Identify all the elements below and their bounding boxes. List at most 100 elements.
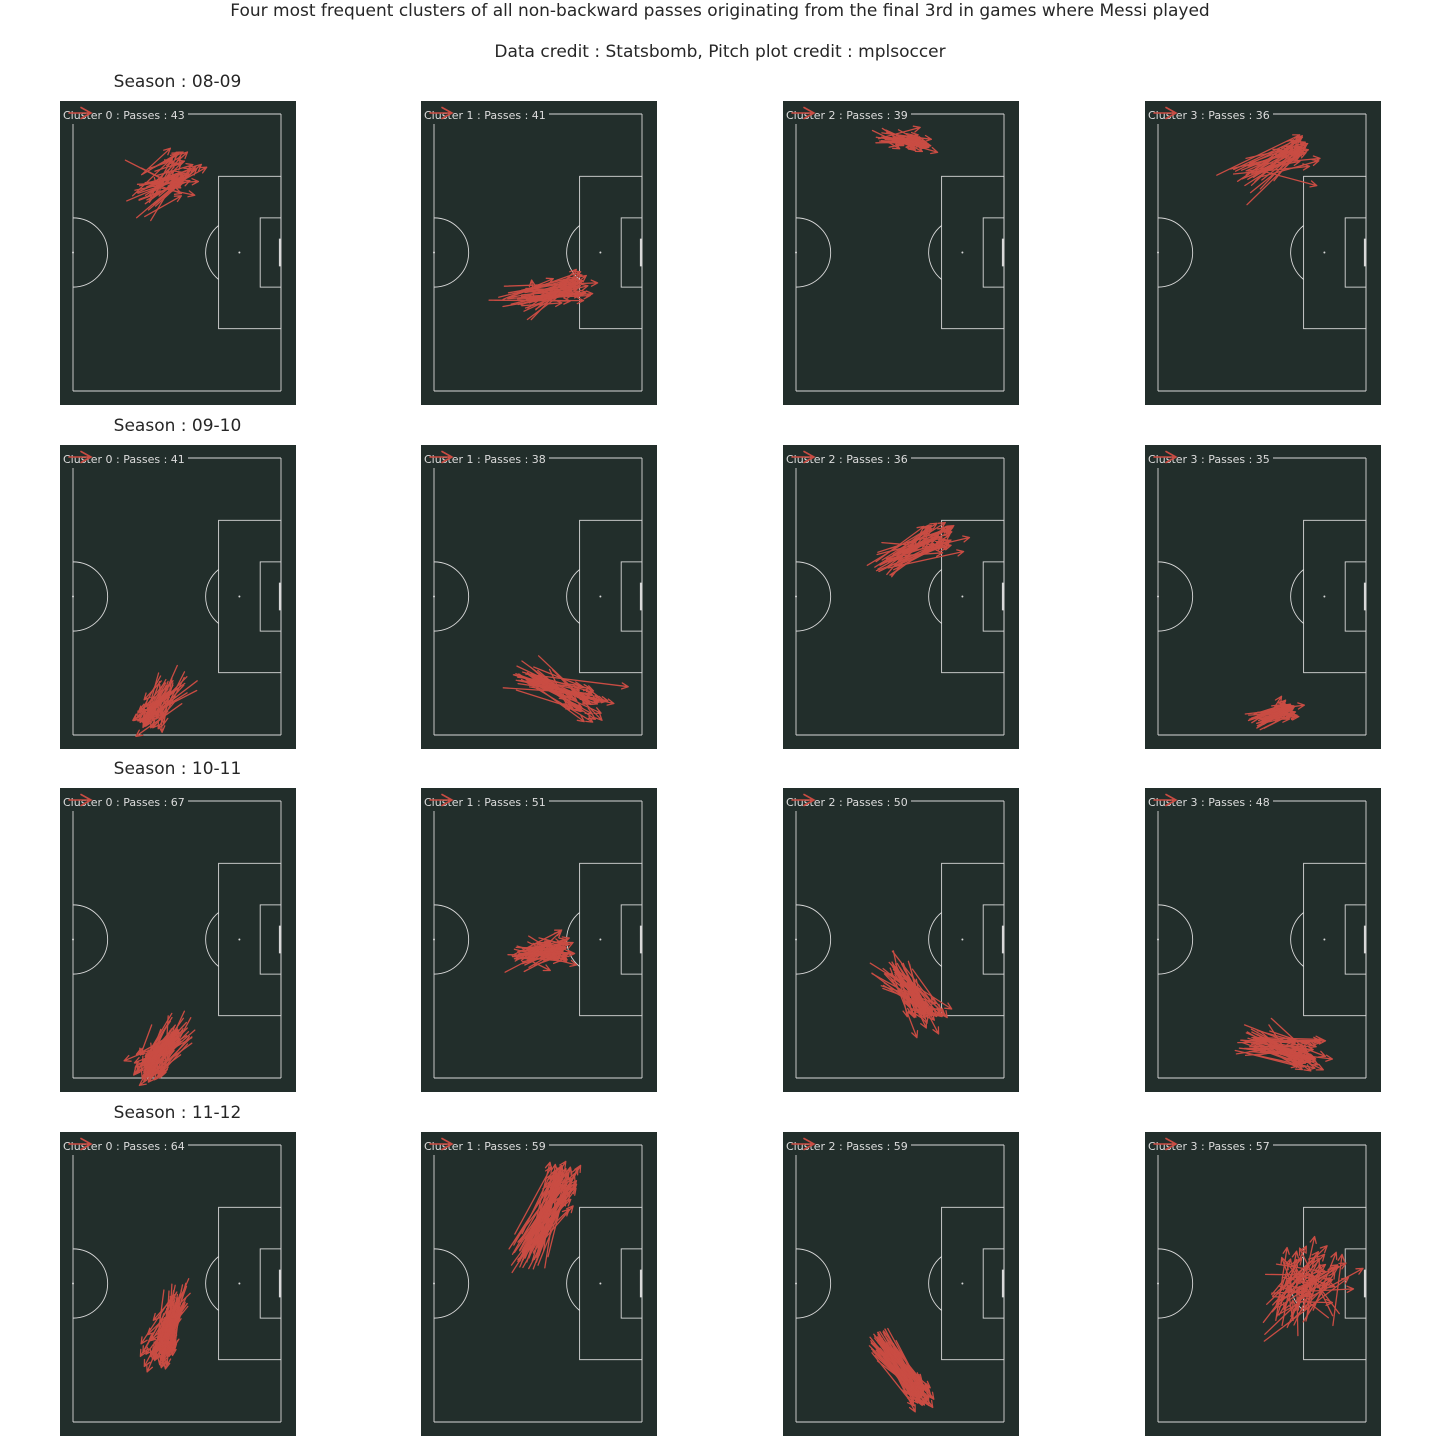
pass-arrow [889, 967, 919, 1039]
penalty-arc [566, 1256, 580, 1311]
pitch-background [421, 101, 657, 405]
cluster-legend: Cluster 3 : Passes : 35 [1148, 450, 1273, 468]
pass-arrow [511, 1173, 560, 1255]
pitch-plot [1145, 101, 1381, 405]
pass-arrow [142, 1292, 178, 1354]
penalty-spot [961, 938, 964, 941]
pitch-plot [60, 788, 296, 1092]
pass-arrows [504, 929, 578, 973]
pass-arrow [137, 689, 198, 722]
pass-arrow [144, 175, 176, 196]
penalty-spot [599, 251, 602, 254]
cluster-legend: Cluster 0 : Passes : 43 [63, 106, 188, 124]
pass-arrow [1295, 1285, 1303, 1311]
pitch-plot [1145, 1132, 1381, 1436]
pass-arrow [887, 537, 927, 567]
penalty-spot [961, 595, 964, 598]
pass-arrow [893, 972, 953, 1010]
pass-arrow [1306, 1273, 1316, 1318]
center-spot [433, 938, 435, 941]
center-circle [433, 561, 470, 632]
pass-arrow [552, 669, 603, 721]
penalty-arc [928, 225, 942, 280]
center-spot [72, 595, 74, 598]
cluster-label: Cluster 2 : Passes : 39 [786, 108, 908, 122]
pass-arrow [143, 1029, 179, 1068]
pass-arrow [1293, 1273, 1319, 1326]
penalty-spot [238, 1282, 241, 1285]
pitch-panel: Cluster 3 : Passes : 48 [1145, 788, 1381, 1092]
penalty-spot [1323, 938, 1326, 941]
pitch-background [783, 101, 1019, 405]
legend-arrow-icon [68, 450, 93, 464]
cluster-legend: Cluster 0 : Passes : 67 [63, 793, 188, 811]
penalty-arc [205, 912, 219, 967]
pass-arrow [1257, 705, 1295, 728]
cluster-label: Cluster 3 : Passes : 35 [1148, 452, 1270, 466]
season-title-11-12: Season : 11-12 [113, 1103, 242, 1123]
pass-arrow [1252, 1038, 1307, 1052]
pass-arrow [523, 1198, 572, 1243]
penalty-spot [599, 1282, 602, 1285]
pass-arrows [868, 1327, 935, 1413]
cluster-legend: Cluster 1 : Passes : 59 [424, 1137, 549, 1155]
center-spot [795, 251, 797, 254]
legend-arrow-icon [68, 793, 93, 807]
pass-arrow [142, 680, 198, 724]
pass-arrow [172, 1297, 187, 1327]
pitch-background [783, 445, 1019, 749]
pass-arrow [873, 1342, 921, 1402]
center-circle [1157, 217, 1194, 288]
pass-arrow [134, 178, 182, 191]
pass-arrow [140, 1293, 175, 1345]
center-circle [433, 1248, 470, 1319]
pass-arrow [528, 290, 594, 299]
pitch-background [1145, 101, 1381, 405]
center-circle [72, 217, 109, 288]
cluster-label: Cluster 2 : Passes : 59 [786, 1139, 908, 1153]
pass-arrows [123, 1010, 196, 1087]
pitch-plot [1145, 788, 1381, 1092]
penalty-spot [1323, 595, 1326, 598]
penalty-arc [1290, 912, 1304, 967]
pitch-panel: Cluster 0 : Passes : 43 [60, 101, 296, 405]
pass-arrow [521, 1174, 551, 1235]
center-circle [72, 904, 109, 975]
center-spot [795, 595, 797, 598]
center-spot [72, 1282, 74, 1285]
cluster-legend: Cluster 0 : Passes : 41 [63, 450, 188, 468]
cluster-label: Cluster 3 : Passes : 36 [1148, 108, 1270, 122]
cluster-label: Cluster 3 : Passes : 57 [1148, 1139, 1270, 1153]
pass-arrows [124, 147, 208, 222]
pass-arrow [139, 1024, 153, 1056]
pass-arrows [1262, 1235, 1364, 1342]
penalty-arc [928, 569, 942, 624]
pass-arrow [911, 968, 948, 1019]
pitch-panel: Cluster 1 : Passes : 41 [421, 101, 657, 405]
center-spot [72, 251, 74, 254]
cluster-legend: Cluster 1 : Passes : 51 [424, 793, 549, 811]
cluster-legend: Cluster 2 : Passes : 59 [786, 1137, 911, 1155]
cluster-legend: Cluster 3 : Passes : 36 [1148, 106, 1273, 124]
pass-arrow [881, 132, 933, 143]
center-spot [1157, 595, 1159, 598]
pass-arrows [488, 268, 599, 321]
pass-arrow [152, 160, 175, 199]
pass-arrows [1216, 134, 1321, 206]
pass-arrow [874, 521, 946, 568]
pitch-background [60, 1132, 296, 1436]
penalty-arc [928, 912, 942, 967]
penalty-arc [205, 569, 219, 624]
pass-arrow [888, 531, 952, 559]
pass-arrow [136, 165, 197, 194]
penalty-spot [238, 595, 241, 598]
center-circle [795, 904, 832, 975]
pass-arrow [880, 985, 938, 1005]
pass-arrow [1278, 1274, 1305, 1316]
pass-arrow [530, 674, 596, 720]
cluster-label: Cluster 1 : Passes : 38 [424, 452, 546, 466]
pass-arrow [153, 151, 184, 169]
pass-arrow [521, 299, 563, 308]
pass-arrow [1235, 1040, 1310, 1055]
pitch-plot [421, 445, 657, 749]
